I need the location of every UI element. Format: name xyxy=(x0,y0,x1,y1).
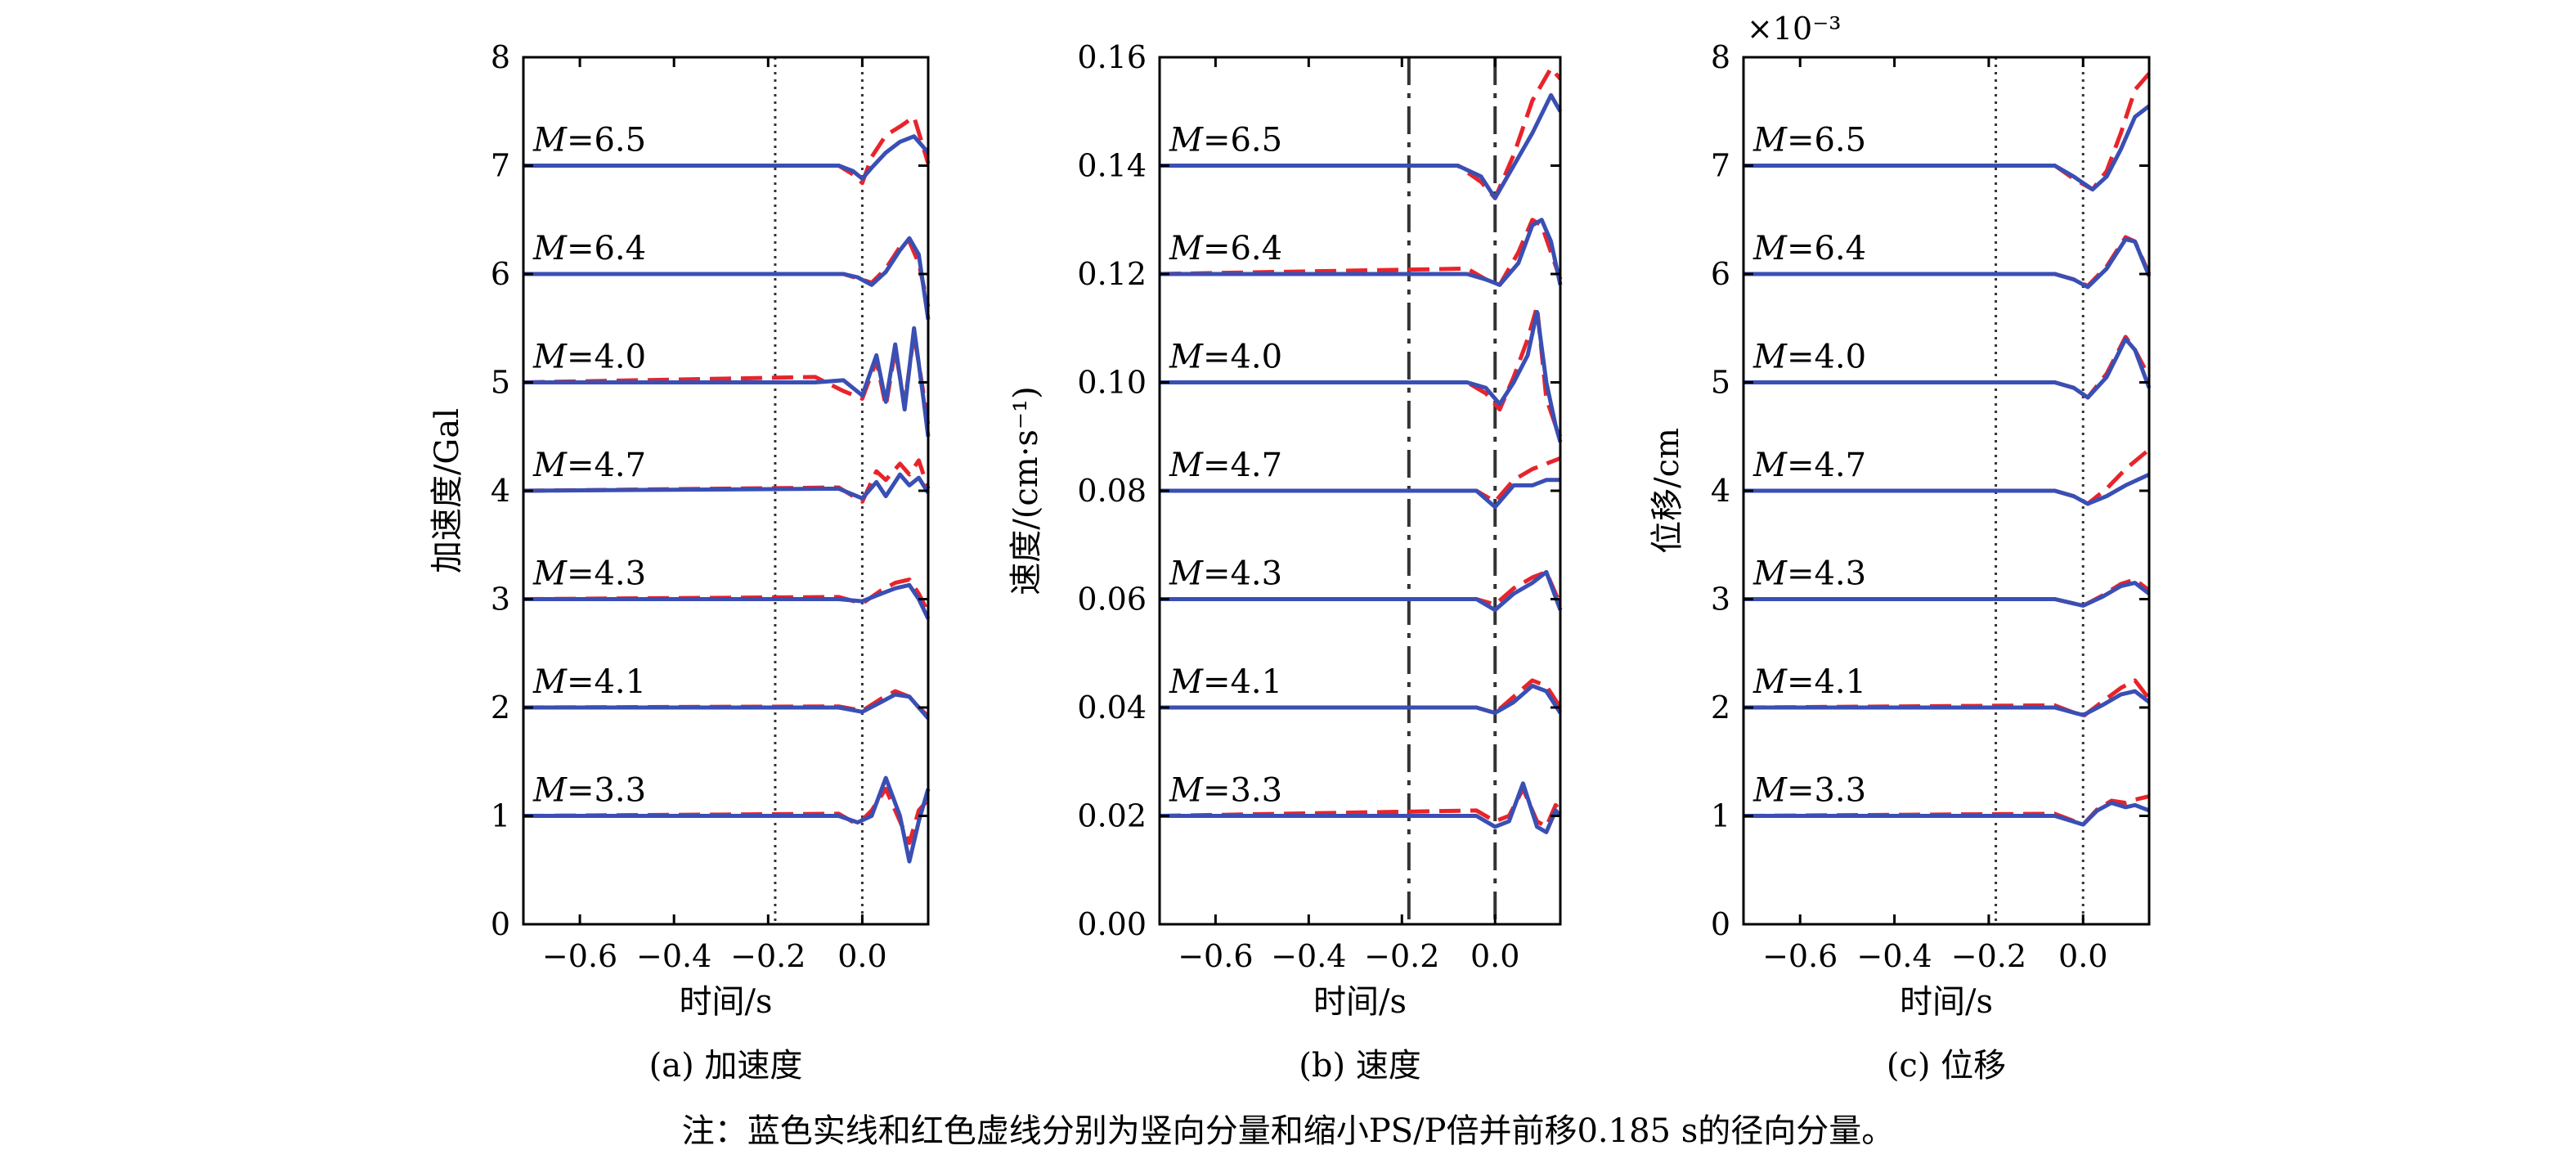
y-axis-title: 加速度/Gal xyxy=(429,408,466,573)
x-tick-label: −0.6 xyxy=(542,938,617,974)
magnitude-label-6: M=3.3 xyxy=(1169,772,1282,810)
vertical-trace-4 xyxy=(1744,581,2151,608)
x-tick-label: −0.6 xyxy=(1762,938,1838,974)
y-tick-label: 3 xyxy=(491,582,510,618)
y-tick-label: 8 xyxy=(491,39,510,75)
magnitude-label-3: M=4.7 xyxy=(1169,447,1282,484)
vertical-trace-4 xyxy=(523,582,931,620)
vertical-trace-1 xyxy=(1744,237,2152,290)
vertical-trace-6 xyxy=(523,775,931,864)
magnitude-label-0: M=6.5 xyxy=(532,122,646,159)
magnitude-label-6: M=3.3 xyxy=(1752,772,1866,810)
y-tick-label: 0.10 xyxy=(1077,365,1147,401)
y-tick-label: 2 xyxy=(491,690,510,725)
x-tick-label: 0.0 xyxy=(837,938,886,974)
vertical-trace-4 xyxy=(1160,569,1563,613)
vertical-trace-6 xyxy=(1744,801,2150,827)
x-axis-title: 时间/s xyxy=(1900,983,1993,1021)
vertical-trace-5 xyxy=(1160,684,1563,716)
vertical-trace-1 xyxy=(1160,218,1563,287)
y-tick-label: 0.12 xyxy=(1077,256,1147,292)
y-tick-label: 5 xyxy=(491,365,510,401)
y-tick-label: 7 xyxy=(491,148,510,184)
magnitude-label-3: M=4.7 xyxy=(1752,447,1866,484)
y-tick-label: 0.04 xyxy=(1077,690,1147,725)
panel-displacement: M=6.5 M=6.4 M=4.0 M=4.7 M=4.3 M=4.1 M=3.3 0 1 2 3 4… xyxy=(1649,11,2152,1085)
magnitude-label-3: M=4.7 xyxy=(532,447,646,484)
x-tick-label: −0.2 xyxy=(1364,938,1439,974)
y-tick-label: 3 xyxy=(1711,582,1730,618)
y-tick-label: 4 xyxy=(491,473,510,509)
vertical-trace-0 xyxy=(1744,104,2151,192)
radial-trace-1 xyxy=(1159,218,1563,287)
vertical-trace-0 xyxy=(523,134,930,181)
magnitude-label-6: M=3.3 xyxy=(532,772,646,810)
y-axis-title: 速度/(cm·s⁻¹) xyxy=(1008,386,1045,595)
x-tick-label: −0.6 xyxy=(1178,938,1253,974)
vertical-trace-3 xyxy=(1160,478,1560,510)
y-tick-label: 0.16 xyxy=(1077,39,1147,75)
magnitude-label-5: M=4.1 xyxy=(532,663,646,701)
y-axis-exponent: ×10⁻³ xyxy=(1747,11,1841,47)
x-tick-label: 0.0 xyxy=(1470,938,1519,974)
y-tick-label: 1 xyxy=(1711,798,1730,834)
magnitude-label-4: M=4.3 xyxy=(1169,555,1282,593)
y-tick-label: 0 xyxy=(491,906,510,942)
magnitude-label-2: M=4.0 xyxy=(532,339,646,376)
panel-velocity: M=6.5 M=6.4 M=4.0 M=4.7 M=4.3 M=4.1 M=3.3 0.00 0… xyxy=(1008,39,1563,1085)
magnitude-label-4: M=4.3 xyxy=(1752,555,1866,593)
panel-caption: (a) 加速度 xyxy=(649,1047,803,1085)
x-tick-label: −0.2 xyxy=(1951,938,2026,974)
y-axis-title: 位移/cm xyxy=(1649,428,1686,554)
magnitude-label-5: M=4.1 xyxy=(1752,663,1866,701)
x-tick-label: −0.2 xyxy=(730,938,806,974)
x-tick-label: −0.4 xyxy=(1856,938,1932,974)
y-tick-label: 1 xyxy=(491,798,510,834)
magnitude-label-2: M=4.0 xyxy=(1752,339,1866,376)
magnitude-label-4: M=4.3 xyxy=(532,555,646,593)
vertical-trace-6 xyxy=(1160,781,1562,834)
y-tick-label: 8 xyxy=(1711,39,1730,75)
y-tick-label: 7 xyxy=(1711,148,1730,184)
vertical-trace-3 xyxy=(523,472,931,501)
y-tick-label: 2 xyxy=(1711,690,1730,725)
x-tick-label: −0.4 xyxy=(1271,938,1346,974)
vertical-trace-1 xyxy=(523,236,931,320)
x-axis-title: 时间/s xyxy=(1313,983,1407,1021)
y-tick-label: 6 xyxy=(1711,256,1730,292)
vertical-trace-5 xyxy=(1744,689,2151,717)
panel-acceleration: M=6.5 M=6.4 M=4.0 M=4.7 M=4.3 M=4.1 M=3.3 0 1 2 3 4… xyxy=(429,39,931,1085)
vertical-trace-0 xyxy=(1160,92,1563,200)
x-axis-title: 时间/s xyxy=(679,983,772,1021)
radial-trace-0 xyxy=(1160,65,1562,200)
magnitude-label-1: M=6.4 xyxy=(532,230,646,267)
vertical-trace-2 xyxy=(1160,309,1563,443)
y-tick-label: 0.02 xyxy=(1077,798,1147,834)
y-tick-label: 0.08 xyxy=(1077,473,1147,509)
magnitude-label-1: M=6.4 xyxy=(1752,230,1866,267)
figure-note: 注：蓝色实线和红色虚线分别为竖向分量和缩小PS/P倍并前移0.185 s的径向分… xyxy=(682,1112,1894,1150)
magnitude-label-5: M=4.1 xyxy=(1169,663,1282,701)
y-tick-label: 0.00 xyxy=(1077,906,1147,942)
magnitude-label-2: M=4.0 xyxy=(1169,339,1282,376)
x-tick-label: −0.4 xyxy=(636,938,711,974)
y-tick-label: 4 xyxy=(1711,473,1730,509)
magnitude-label-0: M=6.5 xyxy=(1752,122,1866,159)
y-tick-label: 5 xyxy=(1711,365,1730,401)
radial-trace-5 xyxy=(1743,678,2151,719)
x-tick-label: 0.0 xyxy=(2058,938,2107,974)
magnitude-label-0: M=6.5 xyxy=(1169,122,1282,159)
y-tick-label: 0.14 xyxy=(1077,148,1147,184)
panel-caption: (b) 速度 xyxy=(1299,1047,1421,1085)
vertical-trace-2 xyxy=(523,326,931,438)
vertical-trace-2 xyxy=(1744,337,2152,400)
magnitude-label-1: M=6.4 xyxy=(1169,230,1282,267)
y-tick-label: 0.06 xyxy=(1077,582,1147,618)
vertical-trace-5 xyxy=(523,692,930,720)
y-tick-label: 6 xyxy=(491,256,510,292)
panel-caption: (c) 位移 xyxy=(1887,1047,2006,1085)
vertical-trace-3 xyxy=(1744,472,2151,506)
y-tick-label: 0 xyxy=(1711,906,1730,942)
